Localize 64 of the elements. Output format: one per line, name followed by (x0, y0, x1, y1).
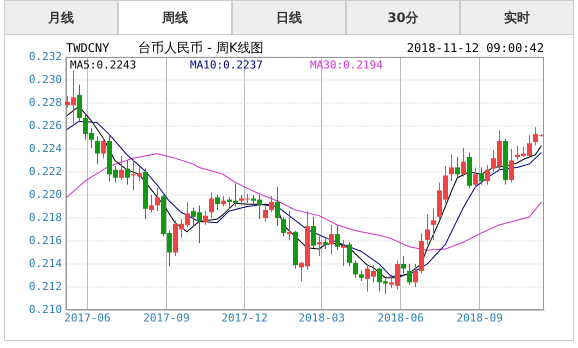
candlestick (125, 160, 130, 186)
candlestick (335, 224, 340, 251)
x-tick-label: 2017-06 (64, 311, 111, 324)
candlestick (407, 264, 412, 286)
x-tick-label: 2017-09 (143, 311, 190, 324)
candlestick (353, 260, 358, 278)
candlestick (263, 206, 268, 222)
y-tick-label: 0.222 (28, 164, 62, 178)
period-tab[interactable]: 周线 (118, 0, 232, 34)
text: MA5:0.2243 (70, 58, 136, 72)
candlestick (269, 196, 274, 213)
y-tick-label: 0.232 (28, 50, 62, 63)
y-tick-label: 0.220 (28, 188, 62, 201)
y-tick-label: 0.228 (28, 96, 62, 109)
y-tick-label: 0.230 (28, 72, 62, 86)
y-tick-label: 0.214 (28, 256, 62, 270)
candlestick (329, 224, 334, 256)
candlestick (341, 239, 346, 267)
y-tick-label: 0.224 (28, 142, 62, 155)
candlestick (509, 148, 514, 183)
candlestick (203, 210, 208, 226)
candlestick (485, 164, 490, 186)
period-tab[interactable]: 月线 (4, 0, 118, 34)
candlestick (275, 186, 280, 227)
y-tick-label: 0.218 (28, 210, 62, 224)
candlestick (311, 216, 316, 248)
y-tick-label: 0.216 (28, 234, 62, 247)
candlestick (215, 194, 220, 210)
candlestick (359, 270, 364, 282)
candlestick (473, 166, 478, 189)
y-tick-label: 0.212 (28, 280, 62, 293)
x-tick-label: 2018-06 (378, 311, 424, 324)
candlestick (119, 155, 124, 181)
chart-title: 台币人民币 - 周K线图 (138, 41, 264, 56)
candlestick (413, 264, 418, 288)
candlestick (101, 137, 106, 159)
period-tab[interactable]: 30分 (346, 0, 460, 34)
candlestick (209, 192, 214, 218)
candlestick (281, 216, 286, 237)
candlestick (149, 194, 154, 213)
candlestick (431, 208, 436, 240)
candlestick (155, 188, 160, 212)
chart-subtitle: TWDCNY (66, 41, 110, 55)
candlestick (461, 147, 466, 178)
x-tick-label: 2018-09 (456, 311, 503, 324)
text: MA30:0.2194 (310, 58, 384, 72)
candlestick (425, 214, 430, 245)
candlestick (317, 236, 322, 256)
text: 2018-11-12 09:00:42 (406, 41, 544, 55)
y-tick-label: 0.226 (28, 118, 62, 132)
y-tick-label: 0.210 (28, 302, 62, 316)
candlestick (77, 84, 82, 124)
candlestick (347, 242, 352, 267)
candlestick (479, 166, 484, 186)
candlestick (323, 238, 328, 250)
candlestick (95, 136, 100, 164)
period-tab[interactable]: 实时 (460, 0, 574, 34)
text: MA10:0.2237 (190, 58, 263, 72)
period-tab[interactable]: 日线 (232, 0, 346, 34)
candlestick (455, 156, 460, 178)
candlestick (401, 255, 406, 274)
x-tick-label: 2017-12 (221, 311, 268, 324)
candlestick (449, 154, 454, 182)
x-tick-label: 2018-03 (298, 311, 345, 324)
